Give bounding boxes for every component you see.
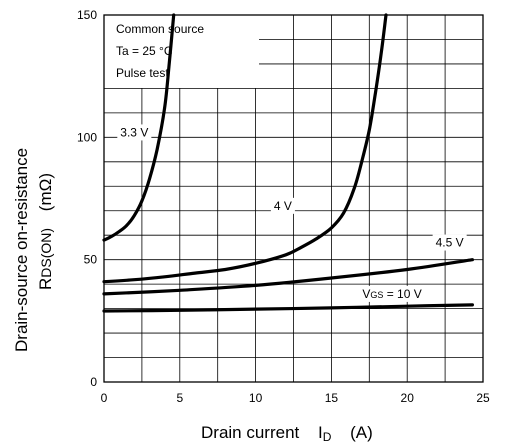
curve-label-0: 3.3 V (120, 125, 148, 139)
curve-label-bg (359, 285, 425, 302)
x-axis-label: Drain current (201, 423, 300, 442)
y-axis-title-line2: RDS(ON) (mΩ) (36, 173, 55, 290)
series-line-0 (102, 13, 176, 242)
x-axis-symbol: I (318, 423, 323, 442)
curve-label-bg (117, 124, 152, 141)
x-tick-labels: 0 5 10 15 20 25 (101, 391, 490, 405)
x-tick-label: 25 (476, 391, 490, 405)
x-tick-label: 10 (249, 391, 263, 405)
series-line-1 (102, 13, 388, 284)
curve-label-3: VGS = 10 V (362, 287, 421, 301)
y-axis-symbol: R (36, 278, 55, 290)
condition-pulse-test: Pulse test (116, 66, 169, 80)
plot-frame (103, 14, 484, 383)
y-tick-label: 150 (77, 8, 97, 22)
curve-label-2: 4.5 V (436, 236, 464, 250)
series-line-2 (102, 258, 474, 296)
curve-label-bg (270, 197, 295, 214)
y-tick-labels: 0 50 100 150 (77, 8, 97, 389)
series-group (102, 13, 474, 313)
x-axis-unit: (A) (350, 423, 373, 442)
x-axis-symbol-sub: D (323, 430, 332, 444)
y-axis-symbol-sub: DS(ON) (38, 228, 54, 278)
x-tick-label: 15 (325, 391, 339, 405)
y-tick-label: 0 (90, 375, 97, 389)
series-line-3 (102, 303, 474, 313)
x-tick-label: 0 (101, 391, 108, 405)
condition-common-source: Common source (116, 22, 204, 36)
x-tick-label: 20 (401, 391, 415, 405)
x-tick-label: 5 (176, 391, 183, 405)
y-axis-title-line1: Drain-source on-resistance (12, 148, 31, 352)
condition-temperature: Ta = 25 °C (116, 44, 173, 58)
y-tick-label: 100 (77, 130, 97, 144)
conditions-box (104, 15, 259, 88)
y-axis-unit: (mΩ) (36, 173, 55, 211)
curve-label-bg (432, 234, 467, 251)
curve-labels: 3.3 V 4 V 4.5 V VGS = 10 V (117, 124, 467, 302)
curve-label-1: 4 V (274, 199, 292, 213)
y-tick-label: 50 (84, 253, 98, 267)
x-axis-title: Drain current ID (A) (201, 423, 373, 445)
